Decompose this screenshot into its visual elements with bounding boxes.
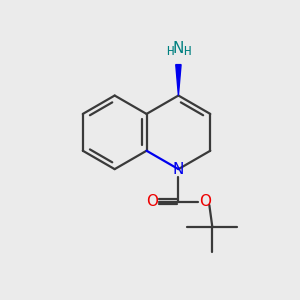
Text: H: H <box>183 45 190 58</box>
Text: N: N <box>173 41 184 56</box>
Text: H: H <box>167 45 174 58</box>
Text: O: O <box>146 194 158 209</box>
Text: O: O <box>199 194 211 209</box>
Polygon shape <box>176 64 181 95</box>
Text: N: N <box>173 162 184 177</box>
